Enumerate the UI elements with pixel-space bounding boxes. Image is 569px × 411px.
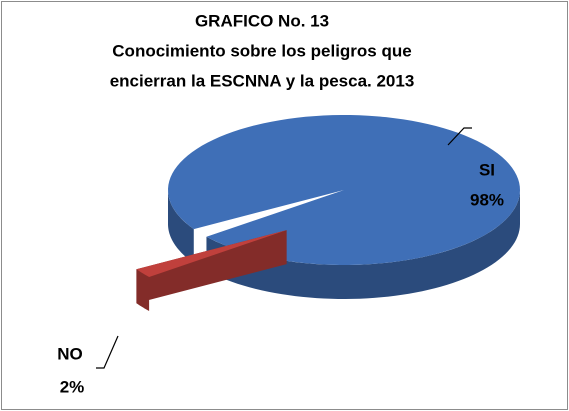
slice-label: SI	[479, 160, 495, 179]
chart-title-line: GRAFICO No. 13	[195, 11, 329, 30]
pie	[136, 115, 520, 311]
chart-title-line: Conocimiento sobre los peligros que	[112, 41, 411, 60]
slice	[168, 115, 520, 265]
slice-side	[168, 190, 194, 264]
slice-value-label: 98%	[470, 190, 504, 209]
slice-value-label: 2%	[60, 377, 85, 396]
leader-line	[447, 127, 472, 146]
slice-side	[206, 190, 520, 299]
leader-line	[96, 335, 119, 369]
slice	[136, 230, 287, 277]
slice-wall	[136, 230, 287, 304]
chart-title-line: encierran la ESCNNA y la pesca. 2013	[110, 71, 415, 90]
chart-title: GRAFICO No. 13 Conocimiento sobre los pel…	[110, 11, 415, 90]
slice-label: NO	[57, 344, 83, 363]
